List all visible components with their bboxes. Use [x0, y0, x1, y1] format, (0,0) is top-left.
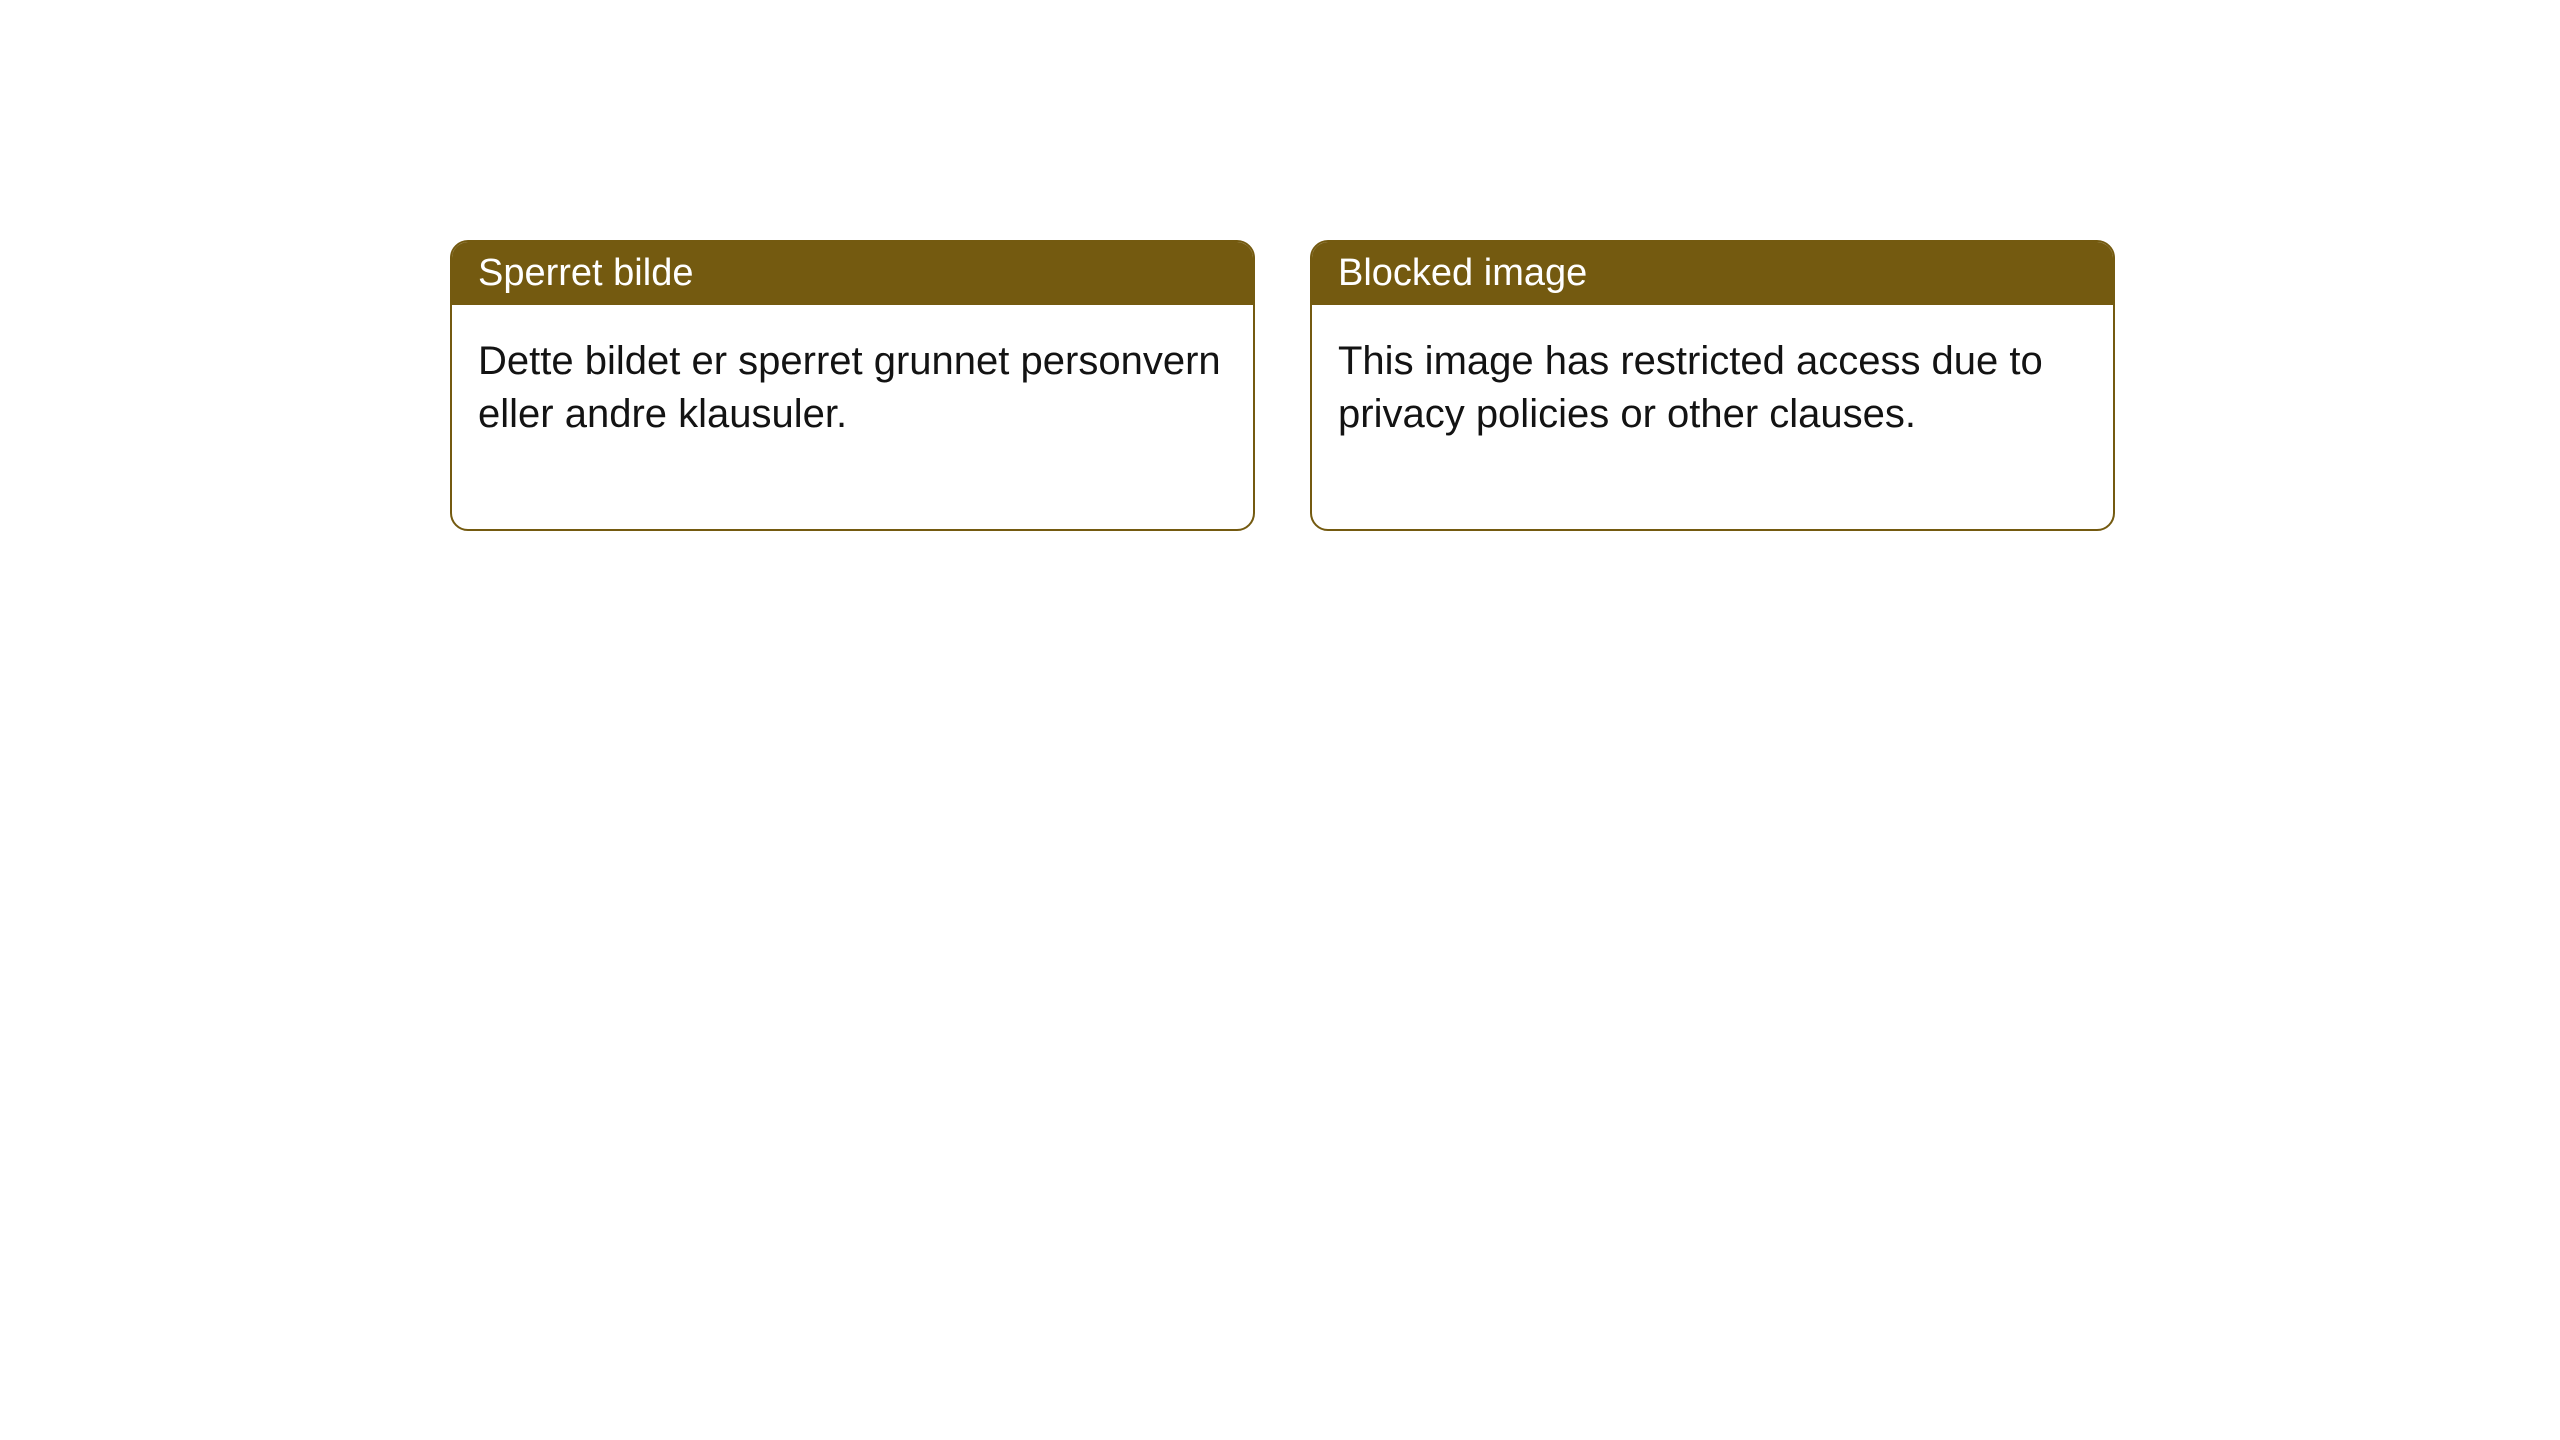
notice-body: Dette bildet er sperret grunnet personve… [452, 305, 1253, 529]
notice-body-text: This image has restricted access due to … [1338, 339, 2043, 436]
notice-header: Blocked image [1312, 242, 2113, 305]
notice-title: Sperret bilde [478, 252, 693, 294]
notice-body: This image has restricted access due to … [1312, 305, 2113, 529]
notice-body-text: Dette bildet er sperret grunnet personve… [478, 339, 1221, 436]
notice-box-english: Blocked image This image has restricted … [1310, 240, 2115, 531]
notice-box-norwegian: Sperret bilde Dette bildet er sperret gr… [450, 240, 1255, 531]
notice-container: Sperret bilde Dette bildet er sperret gr… [450, 240, 2115, 531]
notice-header: Sperret bilde [452, 242, 1253, 305]
notice-title: Blocked image [1338, 252, 1587, 294]
